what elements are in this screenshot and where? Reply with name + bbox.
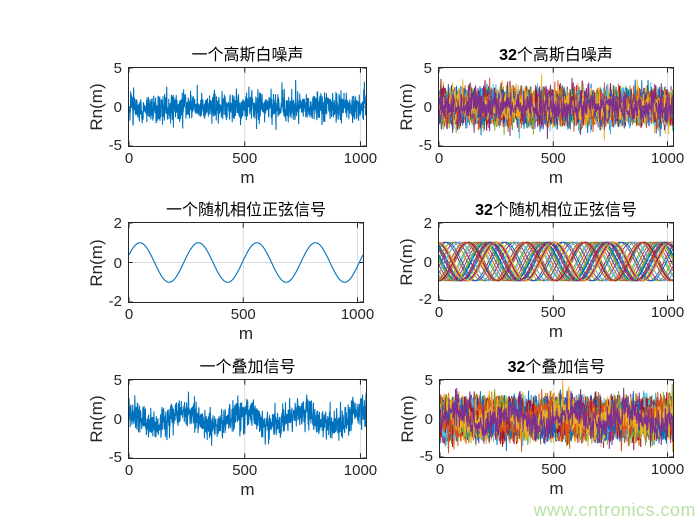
y-tick-label: -5	[419, 448, 433, 465]
y-tick-label: 5	[113, 60, 122, 77]
x-tick-label: 500	[540, 150, 566, 167]
title-text: 个叠加信号	[525, 359, 606, 377]
y-tick-label: 5	[424, 372, 433, 389]
title-text: 一个随机相位正弦信号	[165, 202, 327, 220]
x-axis-label: m	[240, 480, 255, 499]
y-tick-label: 2	[113, 215, 122, 232]
x-axis-label: m	[549, 479, 564, 498]
y-tick-label: -5	[108, 137, 122, 154]
x-tick-label: 0	[434, 150, 444, 167]
title-text: 一个叠加信号	[199, 359, 296, 377]
y-tick-label: 5	[113, 372, 122, 389]
x-tick-label: 0	[124, 150, 134, 167]
x-tick-label: 1000	[650, 304, 685, 321]
y-tick-label: -5	[108, 449, 122, 466]
x-tick-label: 0	[124, 462, 134, 479]
subplot-title: 一个随机相位正弦信号	[166, 202, 326, 220]
y-axis-label: Rn(m)	[87, 83, 106, 131]
x-tick-label: 1000	[343, 462, 378, 479]
plot-canvas	[129, 380, 366, 458]
x-tick-label: 500	[540, 304, 566, 321]
y-axis-label: Rn(m)	[398, 394, 417, 443]
y-tick-label: -5	[418, 137, 432, 154]
subplot-title: 一个高斯白噪声	[191, 47, 303, 65]
y-tick-label: 0	[423, 253, 432, 271]
y-tick-label: 0	[113, 254, 122, 272]
y-tick-label: 0	[113, 411, 122, 428]
x-tick-label: 500	[232, 462, 258, 479]
plot-canvas	[439, 223, 673, 300]
subplot-title: 32个叠加信号	[508, 359, 606, 377]
x-tick-label: 1000	[340, 306, 375, 323]
x-tick-label: 0	[124, 306, 134, 323]
x-tick-label: 500	[232, 150, 258, 167]
plot-canvas	[129, 223, 363, 302]
plot-canvas	[129, 68, 366, 146]
subplot-32-gaussian-noise: 32个高斯白噪声 Rn(m) 5 0 -5 0 500 1000 m	[397, 47, 684, 186]
y-tick-label: 2	[423, 215, 432, 232]
subplot-title: 一个叠加信号	[199, 359, 295, 377]
x-tick-label: 1000	[650, 461, 685, 478]
plot-canvas	[439, 68, 673, 146]
y-tick-label: 0	[113, 99, 122, 116]
x-tick-label: 0	[435, 461, 445, 478]
x-axis-label: m	[548, 168, 564, 187]
title-text: 个随机相位正弦信号	[492, 202, 637, 220]
plot-canvas	[440, 380, 673, 457]
x-tick-label: 1000	[650, 150, 685, 167]
subplot-32-random-phase-sine: 32个随机相位正弦信号 Rn(m) 2 0 -2 0 500 1000 m	[397, 202, 684, 340]
y-axis-label: Rn(m)	[87, 238, 106, 287]
subplot-title: 32个高斯白噪声	[499, 47, 613, 65]
x-tick-label: 1000	[343, 150, 378, 167]
y-tick-label: 0	[423, 99, 432, 116]
x-tick-label: 0	[434, 304, 444, 321]
y-axis-label: Rn(m)	[397, 237, 416, 286]
y-tick-label: -2	[108, 293, 122, 310]
title-count: 32	[507, 359, 526, 377]
subplot-title: 32个随机相位正弦信号	[475, 202, 637, 220]
subplot-one-superimposed-signal: 一个叠加信号 Rn(m) 5 0 -5 0 500 1000 m	[87, 359, 377, 498]
y-tick-label: 5	[423, 60, 432, 77]
title-count: 32	[475, 202, 493, 220]
subplot-one-random-phase-sine: 一个随机相位正弦信号 Rn(m) 2 0 -2 0 500 1000 m	[87, 202, 374, 342]
x-tick-label: 500	[541, 461, 567, 478]
x-axis-label: m	[240, 168, 255, 187]
x-axis-label: m	[548, 322, 564, 341]
subplot-32-superimposed-signal: 32个叠加信号 Rn(m) 5 0 -5 0 500 1000 m	[398, 359, 684, 497]
y-axis-label: Rn(m)	[87, 395, 106, 443]
title-count: 32	[499, 47, 517, 65]
y-tick-label: -2	[418, 291, 432, 308]
title-text: 一个高斯白噪声	[191, 47, 304, 65]
x-tick-label: 500	[230, 306, 256, 323]
watermark-text: www.cntronics.com	[533, 500, 696, 520]
y-tick-label: 0	[424, 410, 433, 428]
y-axis-label: Rn(m)	[397, 83, 416, 131]
x-axis-label: m	[238, 324, 254, 343]
subplot-one-gaussian-noise: 一个高斯白噪声 Rn(m) 5 0 -5 0 500 1000 m	[87, 47, 377, 186]
title-text: 个高斯白噪声	[516, 47, 613, 65]
